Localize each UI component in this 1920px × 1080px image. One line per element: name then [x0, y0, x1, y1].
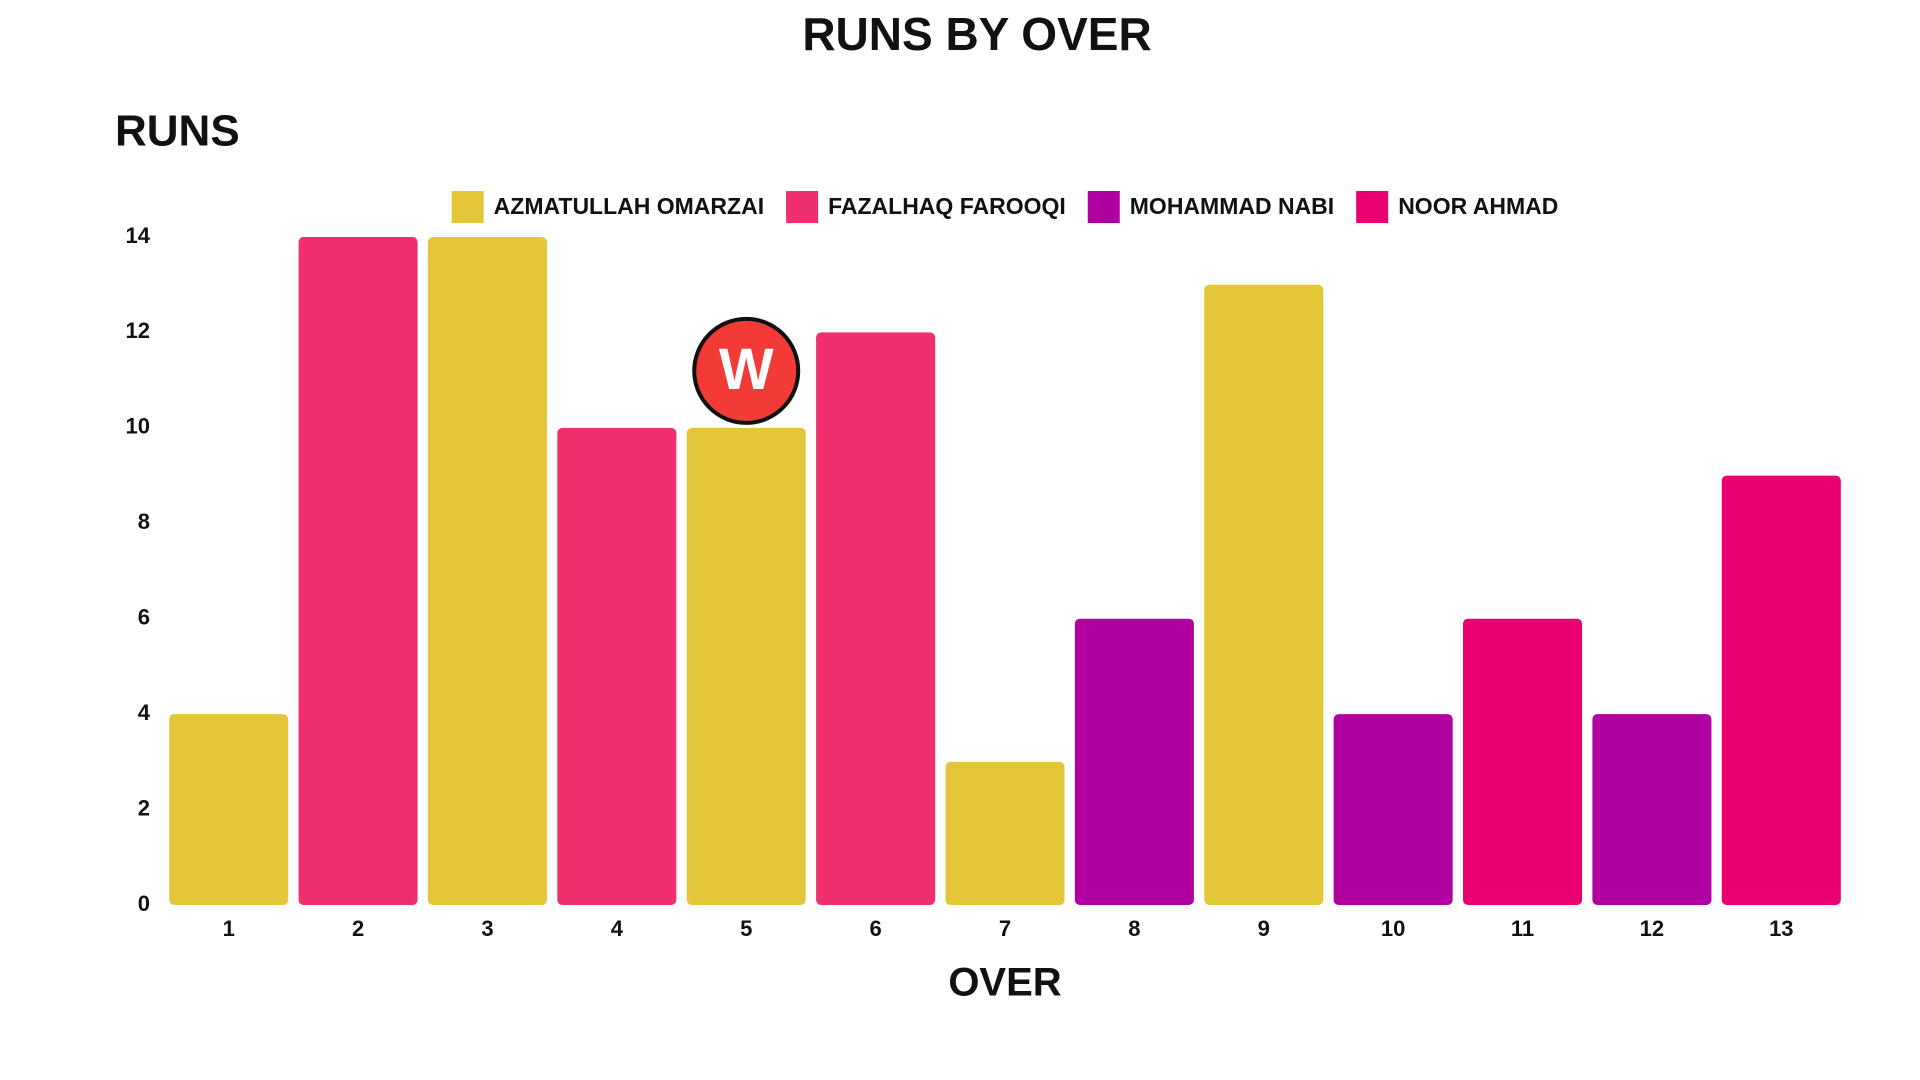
bar [1204, 284, 1324, 905]
legend-label: FAZALHAQ FAROOQI [828, 193, 1066, 219]
x-tick-label: 12 [1640, 916, 1664, 941]
x-tick-label: 6 [869, 916, 881, 941]
y-tick-label: 6 [138, 605, 150, 630]
x-axis-label: OVER [948, 961, 1061, 1005]
bar [427, 237, 547, 905]
y-tick-label: 2 [138, 795, 150, 820]
legend-label: AZMATULLAH OMARZAI [494, 193, 764, 219]
bar [1074, 618, 1194, 905]
x-tick-label: 4 [611, 916, 624, 941]
x-tick-label: 2 [352, 916, 364, 941]
y-tick-label: 4 [138, 700, 151, 725]
x-tick-label: 9 [1258, 916, 1270, 941]
x-tick-label: 5 [740, 916, 752, 941]
x-tick-label: 3 [481, 916, 493, 941]
legend-swatch [1087, 191, 1120, 223]
x-tick-label: 7 [999, 916, 1011, 941]
y-tick-label: 0 [138, 891, 150, 916]
bar [1333, 714, 1453, 905]
y-tick-label: 12 [126, 318, 150, 343]
chart-title: RUNS BY OVER [802, 8, 1151, 60]
y-axis-label: RUNS [115, 107, 240, 156]
legend-swatch [1356, 191, 1389, 223]
x-tick-label: 10 [1381, 916, 1405, 941]
legend-swatch [786, 191, 819, 223]
legend-swatch [451, 191, 484, 223]
y-tick-label: 14 [126, 223, 151, 248]
x-tick-label: 8 [1128, 916, 1140, 941]
y-tick-label: 10 [126, 414, 150, 439]
bar [686, 427, 806, 905]
bar [1721, 475, 1841, 905]
x-tick-label: 13 [1769, 916, 1793, 941]
wicket-label: W [719, 337, 774, 402]
bar [816, 332, 936, 905]
x-tick-label: 11 [1511, 916, 1534, 941]
bar [557, 427, 677, 905]
y-tick-label: 8 [138, 509, 150, 534]
bar [298, 237, 418, 905]
legend-label: MOHAMMAD NABI [1130, 193, 1334, 219]
bar [169, 714, 289, 905]
wicket-marker [692, 316, 801, 425]
legend-label: NOOR AHMAD [1398, 193, 1558, 219]
x-tick-label: 1 [223, 916, 235, 941]
bar [1592, 714, 1712, 905]
bar [945, 761, 1065, 905]
bar [1463, 618, 1583, 905]
legend: AZMATULLAH OMARZAI FAZALHAQ FAROOQI MOHAMM… [451, 191, 1558, 223]
